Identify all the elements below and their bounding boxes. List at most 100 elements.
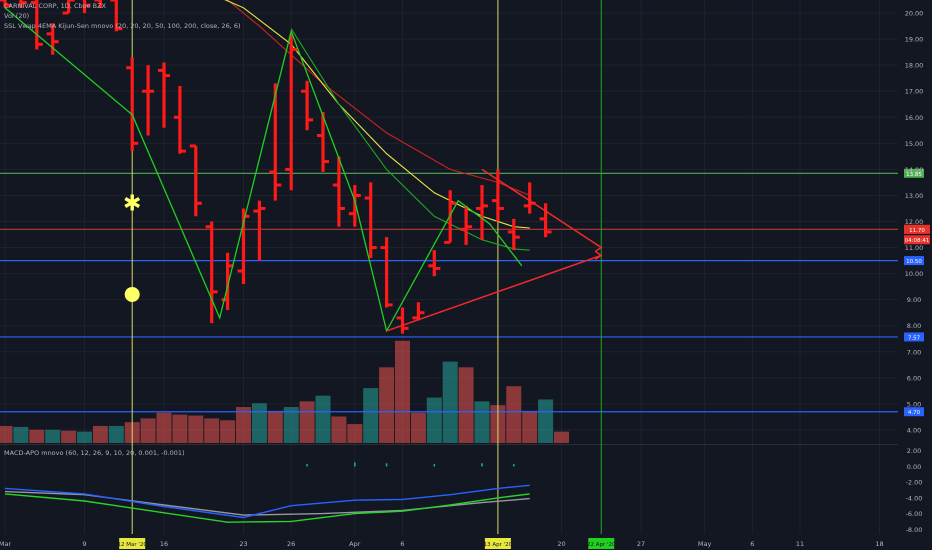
volume-bar (506, 386, 522, 443)
volume-bar (331, 416, 347, 443)
y-tick-label: 15.00 (905, 140, 924, 148)
x-tick-label: 26 (287, 540, 295, 548)
arrow-head (594, 250, 603, 261)
level-tag-label: 13.85 (906, 172, 922, 178)
x-highlight-tag (119, 538, 146, 549)
volume-bar (267, 410, 283, 443)
volume-bar (347, 424, 363, 443)
volume-bar (204, 418, 220, 443)
y-tick-label: 6.00 (907, 374, 921, 382)
volume-bar (299, 401, 315, 443)
x-highlight-label: 22 Apr '20 (587, 542, 616, 548)
x-highlight-label: 12 Mar '20 (118, 542, 148, 548)
volume-bar (13, 426, 29, 443)
moving-average-line (226, 0, 530, 196)
volume-bar (251, 403, 267, 443)
macd-histogram-bar (433, 464, 436, 467)
level-tag-label: 4.70 (908, 410, 921, 416)
level-tag (904, 256, 924, 266)
ssl-indicator-label: SSL Vwap 4EMA Kijun-Sen mnovo (20, 20, 2… (4, 22, 241, 30)
volume-bar (442, 361, 458, 443)
volume-bar (458, 367, 474, 443)
macd-histogram-bar (481, 463, 483, 467)
y-tick-label: 13.00 (905, 192, 924, 200)
volume-bar (0, 425, 13, 443)
volume-bar (188, 415, 204, 443)
time-axis[interactable]: Mar 9 16 23 26 Apr 6 20 27 May 6 11 18 12 Mar '20 13 A… (0, 538, 884, 549)
asterisk-icon: ✱ (123, 191, 141, 216)
y-tick-label: 20.00 (905, 10, 924, 18)
macd-y-tick-label: -8.00 (906, 526, 923, 534)
volume-bar (236, 407, 251, 443)
grid-lines (0, 0, 898, 534)
volume-bar (554, 431, 569, 443)
macd-pane (4, 462, 530, 523)
triangle-upper-line (481, 168, 602, 249)
volume-bar (474, 401, 490, 443)
x-tick-label: 18 (875, 540, 883, 548)
macd-y-tick-label: -4.00 (906, 494, 923, 502)
volume-bars (0, 340, 569, 443)
y-tick-label: 12.00 (905, 218, 924, 226)
ohlc-bars (0, 0, 552, 334)
volume-bar (538, 399, 554, 443)
y-tick-label: 10.00 (905, 270, 924, 278)
macd-y-tick-label: 0.00 (907, 463, 921, 471)
y-tick-label: 17.00 (905, 88, 924, 96)
volume-bar (77, 431, 92, 443)
level-tag (904, 332, 924, 342)
y-tick-label: 18.00 (905, 62, 924, 70)
price-label-tag (904, 224, 930, 234)
macd-histogram-bar (354, 462, 356, 467)
zigzag-path (4, 7, 523, 333)
arrow-head (594, 242, 603, 253)
volume-bar (379, 367, 395, 443)
volume-bar (426, 397, 442, 443)
volume-bar (395, 340, 410, 443)
y-tick-label: 8.00 (907, 322, 921, 330)
volume-bar (45, 429, 61, 443)
x-tick-label: 6 (750, 540, 754, 548)
chart-title: CARNIVAL CORP, 1D, Cboe BZX (4, 2, 107, 10)
macd-histogram-bar (306, 464, 308, 467)
price-label: 04:08:41 (905, 238, 930, 244)
price-axis[interactable]: 11.70 04:08:41 4.00 5.00 6.00 7.00 8.00 9.00 10.… (904, 10, 930, 534)
x-tick-label: 23 (239, 540, 247, 548)
volume-bar (108, 425, 124, 443)
y-tick-label: 19.00 (905, 36, 924, 44)
x-tick-label: Mar (0, 540, 11, 548)
x-tick-label: 20 (557, 540, 565, 548)
trend-drawings: ✱ (4, 7, 603, 333)
y-tick-label: 5.00 (907, 400, 921, 408)
volume-bar (410, 412, 426, 443)
x-tick-label: May (698, 540, 712, 548)
level-tag-label: 10.50 (906, 259, 922, 265)
volume-bar (140, 418, 156, 443)
x-highlight-tag (484, 538, 511, 549)
macd-indicator-label: MACD-APO mnovo (60, 12, 26, 9, 10, 20, 0… (4, 449, 185, 457)
volume-bar (172, 414, 188, 443)
macd-y-tick-label: -6.00 (906, 510, 923, 518)
x-highlight-label: 13 Apr '20 (484, 542, 513, 548)
level-tag-label: 7.57 (908, 335, 921, 341)
volume-bar (92, 425, 108, 443)
volume-bar (283, 407, 299, 443)
volume-bar (315, 395, 331, 443)
y-tick-label: 9.00 (907, 296, 921, 304)
x-tick-label: 9 (82, 540, 86, 548)
volume-bar (220, 420, 236, 443)
y-tick-label: 14.00 (905, 166, 924, 174)
y-tick-label: 16.00 (905, 114, 924, 122)
x-tick-label: 11 (796, 540, 804, 548)
macd-y-tick-label: -2.00 (906, 479, 923, 487)
x-tick-label: 6 (400, 540, 404, 548)
volume-bar (29, 429, 45, 443)
x-tick-label: 27 (637, 540, 645, 548)
macd-histogram-bar (385, 463, 388, 467)
y-tick-label: 4.00 (907, 426, 921, 434)
level-tag (904, 407, 924, 417)
x-tick-label: Apr (349, 540, 361, 548)
macd-line (4, 484, 530, 519)
